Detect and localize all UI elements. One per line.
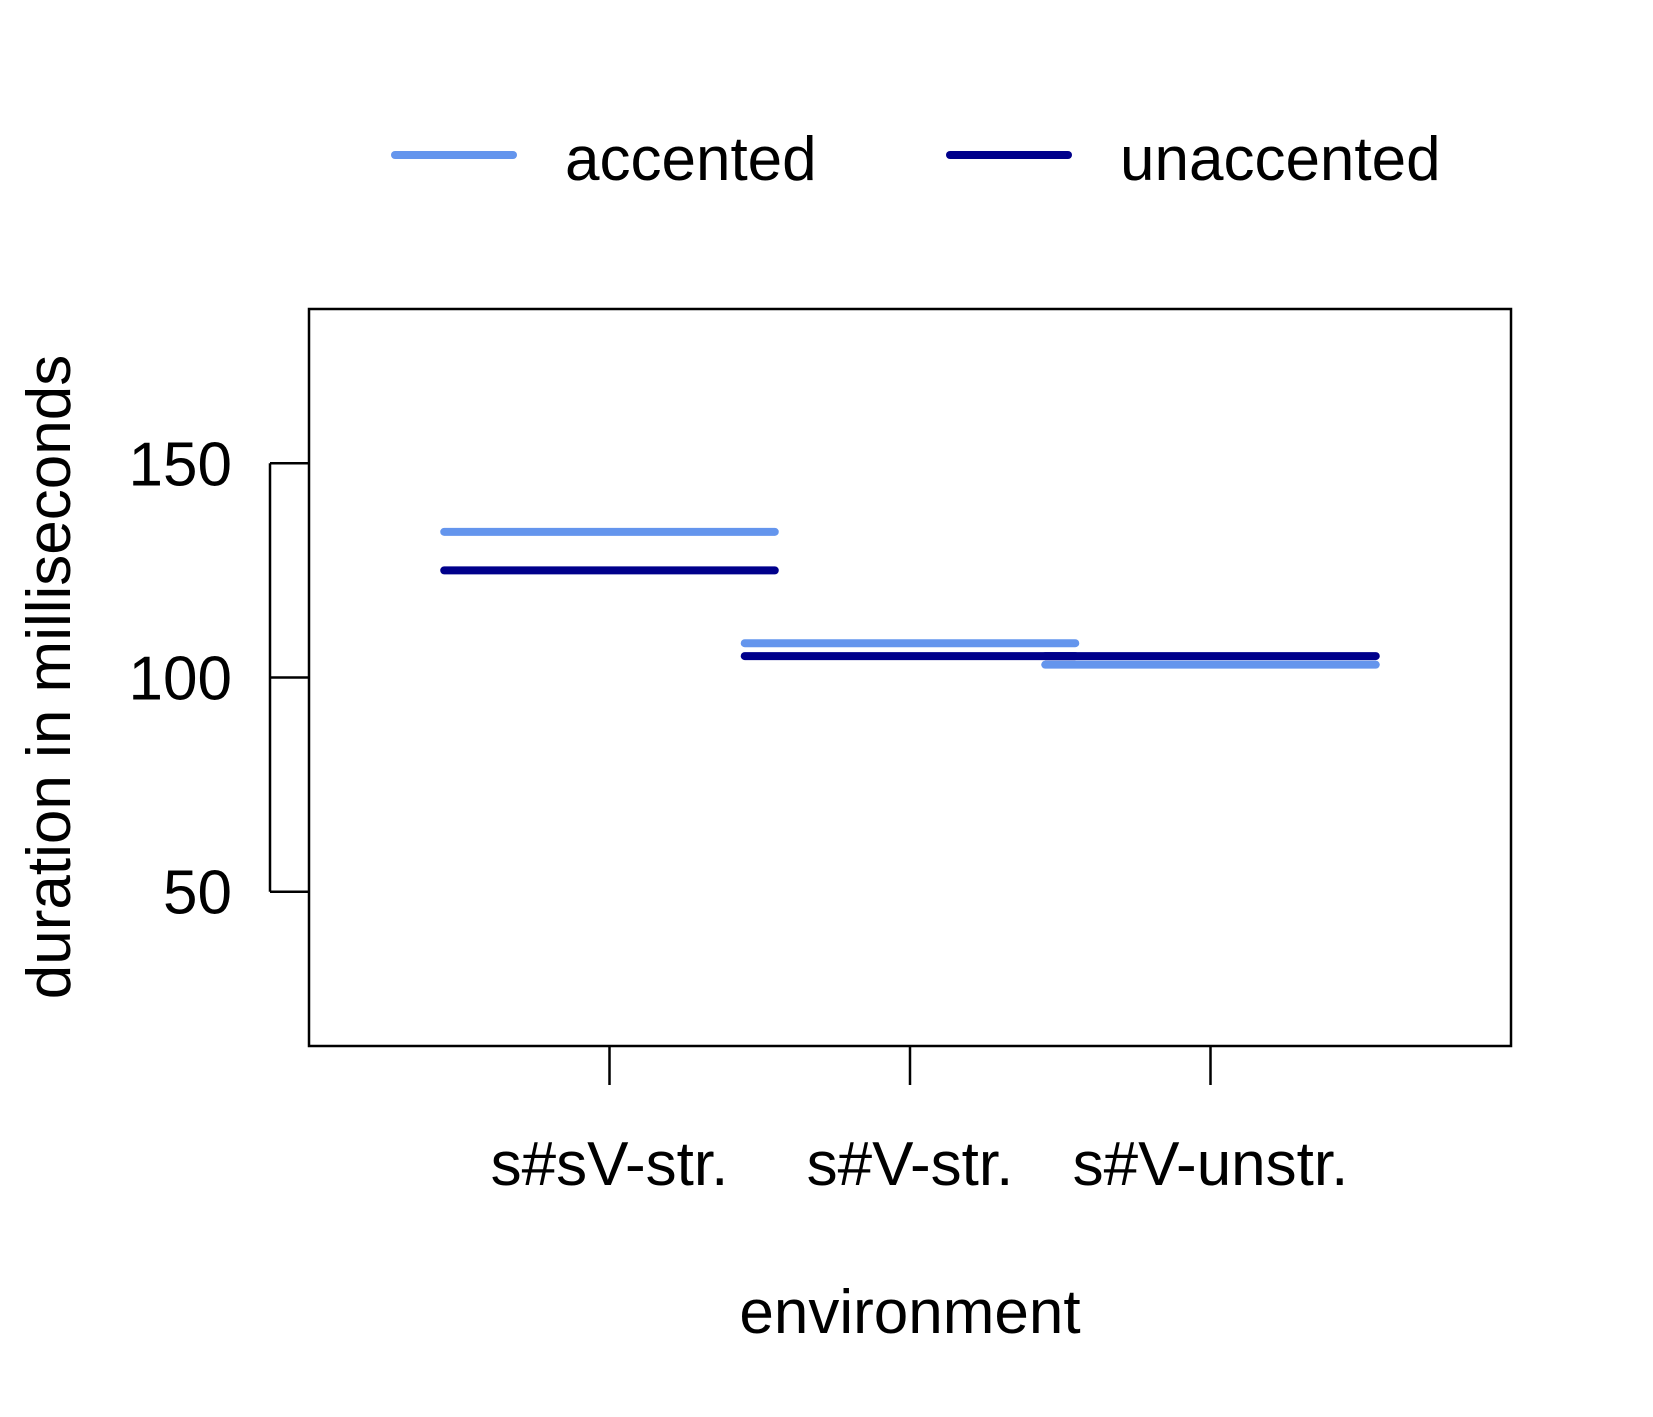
x-tick-label: s#V-str. — [807, 1130, 1014, 1199]
x-axis-title: environment — [739, 1278, 1080, 1347]
y-tick-label: 150 — [129, 430, 232, 499]
plot-area-frame — [307, 307, 1513, 1048]
series-accented — [440, 527, 1380, 669]
y-tick-label: 50 — [163, 859, 232, 928]
legend: accented unaccented — [391, 125, 1441, 194]
x-tick-label: s#V-unstr. — [1073, 1130, 1349, 1199]
series-unaccented — [440, 566, 1380, 661]
y-axis-title: duration in milliseconds — [15, 355, 84, 999]
x-axis: s#sV-str. s#V-str. s#V-unstr. — [491, 1046, 1349, 1199]
y-tick-label: 100 — [129, 645, 232, 714]
legend-label-unaccented: unaccented — [1120, 125, 1441, 194]
y-axis: 50 100 150 — [129, 430, 309, 928]
legend-label-accented: accented — [565, 125, 817, 194]
x-tick-label: s#sV-str. — [491, 1130, 729, 1199]
series-layer — [440, 527, 1380, 669]
